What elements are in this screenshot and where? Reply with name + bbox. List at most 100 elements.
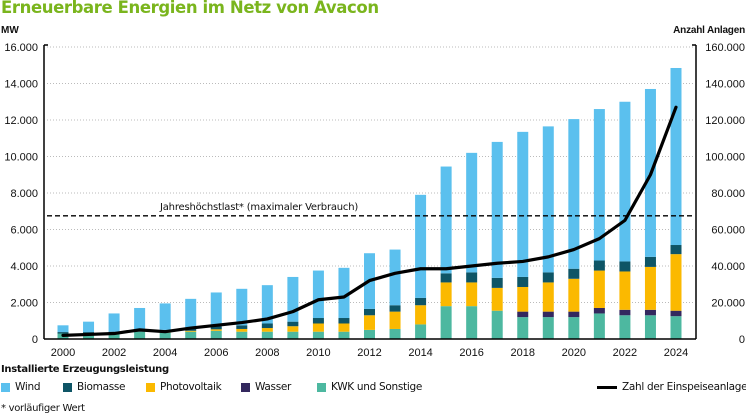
bar-segment-kwk-und-sonstige (619, 315, 631, 339)
bar-segment-wind (83, 321, 95, 333)
bar-segment-kwk-und-sonstige (108, 333, 120, 339)
y-tick-label: 12.000 (4, 115, 38, 127)
x-tick-label: 2022 (613, 347, 637, 359)
bar-segment-photovoltaik (517, 286, 529, 312)
y2-tick-label: 80.000 (711, 188, 745, 200)
x-tick-label: 2018 (511, 347, 535, 359)
legend-label: Zahl der Einspeiseanlagen (622, 381, 746, 393)
line-swatch-icon (597, 385, 617, 389)
bar-segment-wind (593, 109, 605, 261)
left-axis-ticks: 0 2.000 4.000 6.000 8.000 10.000 12.000 14.000 1… (4, 42, 38, 346)
x-tick-label: 2014 (408, 347, 432, 359)
bar-segment-biomasse (287, 321, 299, 327)
bar-segment-biomasse (440, 273, 452, 283)
bar-segment-photovoltaik (593, 270, 605, 308)
x-axis-ticks: 2000 2002 2004 2006 2008 2010 2012 2014 2016 2018… (51, 347, 688, 359)
bar-segment-kwk-und-sonstige (593, 313, 605, 339)
bar-segment-biomasse (619, 261, 631, 272)
bar-segment-kwk-und-sonstige (83, 333, 95, 339)
bar-segment-biomasse (210, 326, 222, 330)
bar-segment-wasser (593, 307, 605, 314)
x-tick-label: 2012 (357, 347, 381, 359)
bar-segment-photovoltaik (338, 323, 350, 332)
y-tick-label: 2.000 (10, 298, 38, 310)
axes (43, 44, 697, 340)
photovoltaik-swatch-icon (146, 382, 155, 392)
bar-segment-kwk-und-sonstige (159, 332, 171, 339)
y-tick-label: 8.000 (10, 188, 38, 200)
bar-segment-wind (134, 307, 146, 330)
bar-segment-biomasse (466, 272, 478, 283)
bar-segment-kwk-und-sonstige (338, 331, 350, 339)
bar-segment-photovoltaik (389, 311, 401, 329)
y2-tick-label: 160.000 (705, 42, 745, 54)
bar-segment-kwk-und-sonstige (568, 317, 580, 339)
legend-label: Biomasse (77, 381, 126, 393)
legend-label: Photovoltaik (160, 381, 222, 393)
bars (57, 67, 682, 339)
bar-segment-wind (57, 325, 69, 333)
bar-segment-wasser (542, 311, 554, 318)
legend-label: Wind (15, 381, 41, 393)
bar-segment-kwk-und-sonstige (491, 310, 503, 339)
biomasse-swatch-icon (63, 382, 72, 392)
bar-segment-biomasse (415, 297, 427, 306)
reference-line-label: Jahreshöchstlast* (maximaler Verbrauch) (159, 202, 358, 213)
bar-segment-wind (210, 292, 222, 327)
bar-segment-photovoltaik (210, 329, 222, 331)
x-tick-label: 2004 (153, 347, 177, 359)
bar-segment-wind (261, 285, 273, 324)
y-tick-label: 0 (32, 334, 38, 346)
legend-label: KWK und Sonstige (331, 381, 423, 393)
bar-segment-kwk-und-sonstige (670, 316, 682, 339)
legend-item-wind: Wind (1, 381, 41, 393)
bar-segment-wasser (568, 311, 580, 318)
bar-segment-wasser (517, 311, 529, 318)
y2-tick-label: 100.000 (705, 152, 745, 164)
y2-tick-label: 40.000 (711, 261, 745, 273)
bar-segment-kwk-und-sonstige (134, 331, 146, 339)
y2-tick-label: 120.000 (705, 115, 745, 127)
bar-segment-wind (159, 303, 171, 330)
x-tick-label: 2020 (562, 347, 586, 359)
bar-segment-kwk-und-sonstige (287, 331, 299, 339)
bar-segment-photovoltaik (236, 328, 248, 332)
y2-tick-label: 60.000 (711, 225, 745, 237)
legend-item-kwk: KWK und Sonstige (317, 381, 422, 393)
bar-segment-photovoltaik (312, 323, 324, 332)
bar-segment-kwk-und-sonstige (440, 306, 452, 339)
y-tick-label: 16.000 (4, 42, 38, 54)
bar-segment-kwk-und-sonstige (517, 317, 529, 339)
chart-canvas: Jahreshöchstlast* (maximaler Verbrauch) … (4, 42, 745, 359)
bar-segment-kwk-und-sonstige (261, 331, 273, 339)
legend-item-wasser: Wasser (241, 381, 291, 393)
bar-segment-wind (491, 141, 503, 278)
bar-segment-kwk-und-sonstige (415, 324, 427, 339)
y-tick-label: 14.000 (4, 79, 38, 91)
y-tick-label: 10.000 (4, 152, 38, 164)
bar-segment-wasser (619, 309, 631, 316)
bar-segment-photovoltaik (415, 305, 427, 325)
kwk-swatch-icon (317, 382, 326, 392)
bar-segment-wind (287, 276, 299, 322)
bar-segment-photovoltaik (619, 271, 631, 310)
legend-item-installations: Zahl der Einspeiseanlagen (597, 381, 746, 393)
bar-segment-wasser (644, 309, 656, 316)
bar-segment-photovoltaik (542, 282, 554, 312)
x-tick-label: 2002 (102, 347, 126, 359)
y-tick-label: 6.000 (10, 225, 38, 237)
bar-segment-wind (670, 67, 682, 246)
bar-segment-biomasse (364, 308, 375, 316)
bar-segment-photovoltaik (491, 287, 503, 311)
bar-segment-wind (185, 298, 197, 329)
bar-segment-biomasse (389, 305, 401, 312)
installations-line (61, 105, 678, 337)
x-tick-label: 2024 (664, 347, 688, 359)
bar-segment-biomasse (236, 325, 248, 329)
bar-segment-wind (466, 152, 478, 273)
bar-segment-wind (338, 267, 350, 319)
bar-segment-biomasse (568, 268, 580, 279)
bar-segment-wasser (670, 310, 682, 317)
bar-segment-wind (568, 119, 580, 269)
wind-swatch-icon (1, 382, 10, 392)
